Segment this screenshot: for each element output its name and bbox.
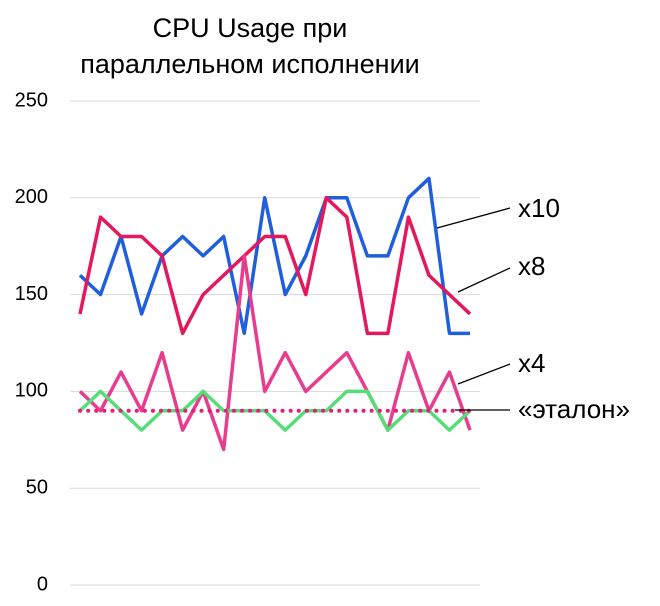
leader-line	[457, 267, 511, 293]
y-tick-label: 100	[15, 380, 48, 402]
y-tick-label: 250	[15, 89, 48, 111]
chart-title: параллельном исполнении	[80, 49, 420, 79]
series-line	[78, 196, 472, 336]
y-tick-label: 150	[15, 283, 48, 305]
series-label: x8	[518, 251, 545, 281]
series-label: «эталон»	[518, 394, 630, 424]
leader-line	[436, 207, 511, 229]
series-line	[78, 176, 470, 336]
series-label: x10	[518, 193, 560, 223]
series-line	[78, 389, 472, 432]
chart-title: CPU Usage при	[153, 13, 348, 43]
series-label: x4	[518, 348, 545, 378]
series-line	[78, 254, 472, 452]
leader-line	[457, 363, 511, 385]
y-tick-label: 50	[26, 476, 48, 498]
y-tick-label: 200	[15, 186, 48, 208]
y-tick-label: 0	[37, 573, 48, 595]
